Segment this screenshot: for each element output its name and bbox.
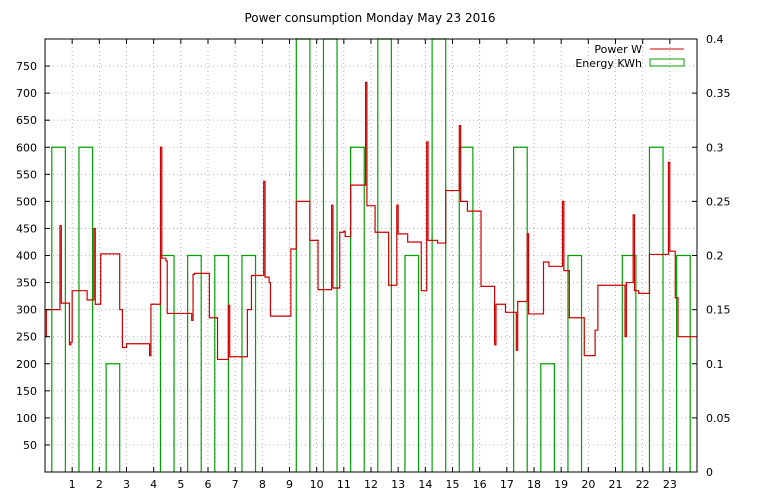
y-right-tick-label: 0.1 bbox=[706, 358, 724, 371]
x-tick-label: 1 bbox=[69, 478, 76, 491]
x-tick-label: 2 bbox=[96, 478, 103, 491]
x-tick-label: 19 bbox=[554, 478, 568, 491]
x-tick-label: 16 bbox=[473, 478, 487, 491]
energy-bar bbox=[187, 254, 202, 472]
energy-bar bbox=[78, 146, 94, 472]
chart-title: Power consumption Monday May 23 2016 bbox=[244, 11, 495, 25]
y-left-tick-label: 450 bbox=[16, 222, 37, 235]
x-tick-label: 23 bbox=[663, 478, 677, 491]
power-series bbox=[45, 81, 697, 361]
energy-bar bbox=[105, 363, 121, 472]
y-left-tick-label: 700 bbox=[16, 87, 37, 100]
x-tick-label: 14 bbox=[418, 478, 432, 491]
legend-power-label: Power W bbox=[594, 43, 642, 56]
x-tick-label: 3 bbox=[123, 478, 130, 491]
energy-bar bbox=[350, 146, 365, 472]
grid bbox=[45, 39, 697, 472]
x-tick-label: 9 bbox=[286, 478, 293, 491]
x-tick-label: 22 bbox=[636, 478, 650, 491]
legend-energy-label: Energy KWh bbox=[575, 57, 642, 70]
y-right-tick-label: 0.05 bbox=[706, 412, 731, 425]
y-right-tick-label: 0.35 bbox=[706, 87, 731, 100]
y-left-tick-label: 750 bbox=[16, 60, 37, 73]
y-left-tick-label: 150 bbox=[16, 385, 37, 398]
energy-bar bbox=[241, 254, 257, 472]
y-right-tick-label: 0.15 bbox=[706, 304, 731, 317]
energy-bar bbox=[404, 254, 420, 472]
y-left-tick-label: 200 bbox=[16, 358, 37, 371]
y-left-tick-label: 250 bbox=[16, 331, 37, 344]
y-left-tick-label: 350 bbox=[16, 277, 37, 290]
y-left-tick-label: 50 bbox=[23, 439, 37, 452]
x-tick-label: 21 bbox=[609, 478, 623, 491]
x-tick-label: 12 bbox=[364, 478, 378, 491]
x-tick-label: 7 bbox=[232, 478, 239, 491]
x-tick-label: 20 bbox=[581, 478, 595, 491]
energy-bar bbox=[567, 254, 583, 472]
x-tick-label: 6 bbox=[205, 478, 212, 491]
energy-bar bbox=[621, 254, 637, 472]
energy-bar bbox=[295, 38, 311, 472]
y-right-tick-label: 0 bbox=[706, 466, 713, 479]
x-tick-label: 13 bbox=[391, 478, 405, 491]
y-right-tick-label: 0.4 bbox=[706, 33, 724, 46]
y-left-tick-label: 600 bbox=[16, 141, 37, 154]
y-left-tick-label: 650 bbox=[16, 114, 37, 127]
y-left-tick-label: 500 bbox=[16, 195, 37, 208]
y-right-tick-label: 0.3 bbox=[706, 141, 724, 154]
y-left-tick-label: 400 bbox=[16, 250, 37, 263]
legend-energy-swatch bbox=[649, 58, 685, 67]
y-left-tick-label: 300 bbox=[16, 304, 37, 317]
y-left-tick-label: 550 bbox=[16, 168, 37, 181]
legend: Power W Energy KWh bbox=[575, 43, 685, 70]
y-right-tick-label: 0.25 bbox=[706, 195, 731, 208]
x-tick-label: 4 bbox=[150, 478, 157, 491]
energy-bar bbox=[513, 146, 528, 472]
energy-bar bbox=[159, 254, 175, 472]
x-tick-label: 17 bbox=[500, 478, 514, 491]
power-line bbox=[45, 81, 697, 361]
energy-bar bbox=[540, 363, 555, 472]
x-tick-label: 15 bbox=[446, 478, 460, 491]
x-tick-label: 8 bbox=[259, 478, 266, 491]
energy-bar bbox=[214, 254, 229, 472]
energy-bar bbox=[676, 254, 691, 472]
y-right-tick-label: 0.2 bbox=[706, 250, 724, 263]
y-left-tick-label: 100 bbox=[16, 412, 37, 425]
axes: 1 2 3 4 5 6 7 8 9 10 11 12 13 14 15 16 17 18 19 20 21 22 23501… bbox=[16, 33, 731, 491]
x-tick-label: 18 bbox=[527, 478, 541, 491]
x-tick-label: 10 bbox=[310, 478, 324, 491]
energy-bar bbox=[431, 38, 447, 472]
x-tick-label: 11 bbox=[337, 478, 351, 491]
energy-bar bbox=[458, 146, 474, 472]
energy-bar bbox=[648, 146, 664, 472]
x-tick-label: 5 bbox=[177, 478, 184, 491]
